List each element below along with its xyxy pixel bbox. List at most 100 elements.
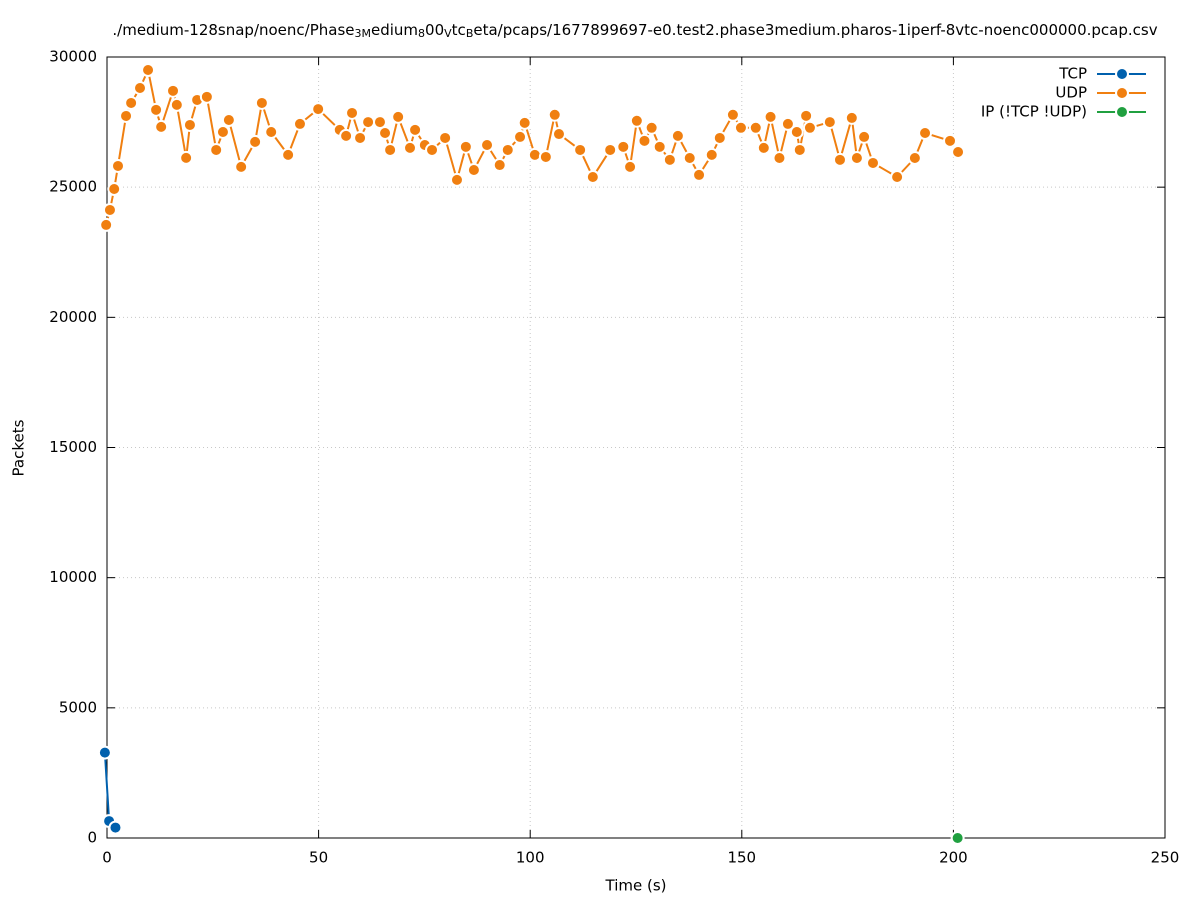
data-point	[527, 147, 542, 162]
data-point	[756, 140, 771, 155]
x-axis-label: Time (s)	[605, 877, 667, 895]
data-point	[449, 172, 464, 187]
data-point	[832, 152, 847, 167]
data-point	[844, 110, 859, 125]
data-point	[616, 139, 631, 154]
series-line	[105, 66, 959, 226]
data-point	[500, 142, 515, 157]
data-point	[111, 158, 126, 173]
data-point	[789, 124, 804, 139]
data-point	[133, 80, 148, 95]
data-point	[353, 130, 368, 145]
data-point	[492, 158, 507, 173]
data-point	[99, 217, 114, 232]
data-point	[849, 151, 864, 166]
legend-marker	[1115, 67, 1129, 81]
data-point	[943, 133, 958, 148]
data-point	[466, 162, 481, 177]
data-point	[209, 142, 224, 157]
data-point	[480, 137, 495, 152]
data-point	[637, 133, 652, 148]
title-part: 3M	[355, 27, 372, 40]
data-point	[692, 167, 707, 182]
data-point	[154, 119, 169, 134]
data-point	[311, 102, 326, 117]
data-point	[890, 170, 905, 185]
data-point	[517, 115, 532, 130]
data-point	[403, 140, 418, 155]
y-tick-label: 15000	[49, 438, 97, 456]
title-part: edium	[371, 21, 418, 39]
title-part: V	[444, 27, 452, 40]
legend-label: UDP	[1055, 84, 1087, 102]
data-point	[652, 139, 667, 154]
data-point	[644, 120, 659, 135]
data-point	[799, 108, 814, 123]
data-point	[865, 155, 880, 170]
y-tick-label: 5000	[59, 698, 97, 716]
data-point	[254, 95, 269, 110]
y-tick-label: 0	[87, 829, 97, 847]
data-point	[538, 149, 553, 164]
data-point	[361, 115, 376, 130]
data-point	[857, 129, 872, 144]
data-point	[179, 150, 194, 165]
data-point	[102, 202, 117, 217]
data-point	[513, 129, 528, 144]
data-point	[822, 115, 837, 130]
data-point	[670, 128, 685, 143]
data-point	[458, 139, 473, 154]
legend-label: IP (!TCP !UDP)	[981, 103, 1087, 121]
data-point	[662, 152, 677, 167]
data-point	[585, 170, 600, 185]
title-part: 00	[425, 21, 444, 39]
data-point	[425, 142, 440, 157]
data-point	[551, 127, 566, 142]
data-point	[97, 745, 112, 760]
data-point	[234, 159, 249, 174]
data-point	[907, 151, 922, 166]
data-point	[408, 122, 423, 137]
data-point	[573, 142, 588, 157]
data-point	[221, 113, 236, 128]
data-point	[918, 126, 933, 141]
y-tick-label: 25000	[49, 178, 97, 196]
data-point	[215, 124, 230, 139]
legend-label: TCP	[1058, 65, 1087, 83]
data-point	[119, 108, 134, 123]
data-point	[383, 142, 398, 157]
y-axis-label: Packets	[10, 419, 28, 476]
data-point	[292, 116, 307, 131]
data-point	[182, 117, 197, 132]
data-point	[107, 181, 122, 196]
data-point	[603, 142, 618, 157]
data-point	[733, 120, 748, 135]
data-point	[108, 820, 123, 835]
data-point	[748, 120, 763, 135]
data-point	[547, 107, 562, 122]
data-point	[712, 130, 727, 145]
data-point	[149, 102, 164, 117]
data-point	[339, 128, 354, 143]
data-point	[780, 116, 795, 131]
data-point	[124, 95, 139, 110]
x-tick-label: 250	[1151, 849, 1180, 867]
data-point	[792, 142, 807, 157]
data-point	[772, 151, 787, 166]
x-tick-label: 100	[516, 849, 545, 867]
data-point	[391, 109, 406, 124]
data-point	[248, 134, 263, 149]
data-point	[166, 83, 181, 98]
x-tick-label: 0	[102, 849, 112, 867]
title-part: ./medium-128snap/noenc/Phase	[112, 21, 354, 39]
data-point	[802, 120, 817, 135]
title-part: eta/pcaps/1677899697-e0.test2.phase3medi…	[473, 21, 1157, 39]
data-point	[682, 151, 697, 166]
legend-marker	[1115, 86, 1129, 100]
data-point	[372, 115, 387, 130]
plot-border	[106, 56, 1166, 839]
data-point	[438, 130, 453, 145]
data-point	[951, 145, 966, 160]
data-point	[763, 109, 778, 124]
data-point	[725, 107, 740, 122]
